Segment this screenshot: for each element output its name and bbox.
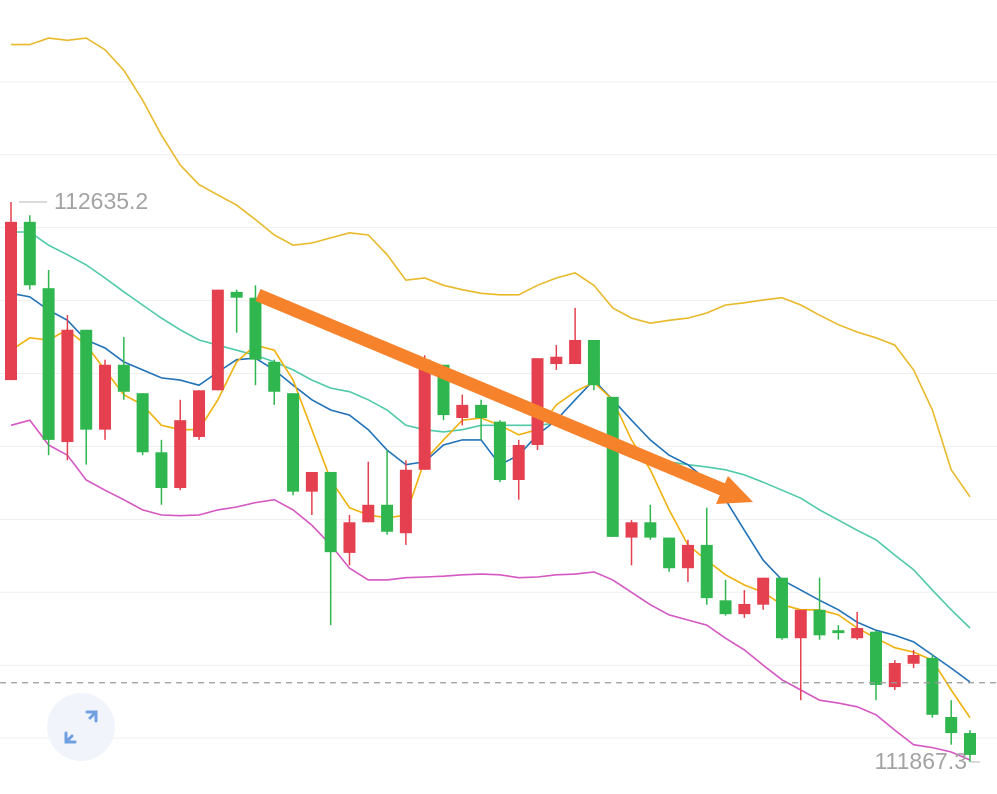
- candle-body: [775, 577, 788, 639]
- candle-body: [174, 420, 187, 489]
- indicator-line: [11, 37, 971, 498]
- candle-body: [550, 356, 563, 365]
- plot-area: 112635.2 111867.3: [0, 37, 997, 774]
- candle-body: [5, 221, 17, 381]
- candle-body: [964, 733, 976, 755]
- indicator-line: [10, 419, 971, 761]
- candle-body: [851, 628, 864, 639]
- expand-icon[interactable]: [64, 710, 98, 744]
- candle-body: [418, 359, 431, 470]
- expand-button[interactable]: [47, 693, 115, 761]
- candle-body: [606, 396, 619, 537]
- candle-body: [569, 339, 582, 365]
- candle-body: [475, 404, 488, 419]
- candle-body: [80, 329, 93, 430]
- candle-body: [813, 609, 826, 636]
- candle-body: [531, 358, 544, 445]
- candle-body: [381, 504, 394, 532]
- candle-body: [587, 339, 600, 386]
- candle-body: [136, 393, 149, 453]
- candle-body: [42, 288, 55, 440]
- candle-body: [362, 504, 375, 523]
- candle-body: [832, 630, 845, 634]
- candle-body: [869, 631, 882, 685]
- indicator-line: [10, 328, 971, 719]
- candle-body: [663, 537, 676, 569]
- candle-body: [757, 577, 770, 605]
- trend-arrow: [255, 289, 753, 504]
- candle-body: [268, 361, 281, 392]
- candle-body: [719, 600, 732, 615]
- expand-button-bg[interactable]: [47, 693, 115, 761]
- candle-body: [99, 364, 112, 430]
- min-price-label: 111867.3: [874, 748, 967, 774]
- candle-body: [700, 544, 713, 599]
- candle-body: [926, 657, 939, 715]
- candle-body: [738, 603, 751, 615]
- candle-body: [888, 663, 901, 688]
- candle-body: [324, 471, 337, 553]
- candle-body: [211, 289, 224, 391]
- candle-body: [945, 716, 958, 734]
- candle-body: [907, 655, 920, 664]
- candle-body: [287, 393, 300, 492]
- arrow-head: [716, 476, 753, 504]
- candle-body: [681, 544, 694, 569]
- candle-body: [794, 609, 807, 639]
- candle-body: [249, 297, 262, 360]
- arrow-shaft: [255, 289, 727, 496]
- candle-body: [512, 444, 525, 480]
- candle-body: [625, 522, 638, 538]
- candle-body: [23, 221, 36, 286]
- candle-body: [305, 471, 318, 492]
- candle-body: [117, 364, 130, 392]
- candle-body: [493, 421, 506, 480]
- candle-body: [343, 522, 356, 553]
- candle-body: [399, 469, 412, 534]
- candle-body: [193, 390, 206, 437]
- candle-body: [230, 291, 243, 298]
- indicator-line: [10, 292, 971, 683]
- candle-body: [644, 522, 657, 538]
- candle-body: [456, 404, 469, 419]
- candle-body: [61, 329, 74, 443]
- candle-body: [155, 452, 168, 489]
- max-price-label: 112635.2: [54, 188, 148, 214]
- indicator-line: [11, 231, 971, 629]
